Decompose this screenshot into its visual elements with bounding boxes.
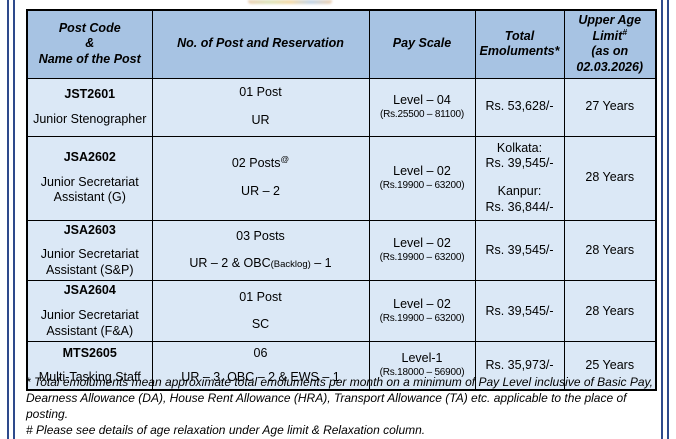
post-name: Junior Secretariat Assistant (S&P) — [40, 247, 139, 277]
vacancy-table-header: Post Code & Name of the Post No. of Post… — [26, 9, 657, 79]
cell-post-code: JSA2603 Junior Secretariat Assistant (S&… — [26, 219, 153, 282]
post-name: Junior Secretariat Assistant (F&A) — [40, 308, 139, 338]
post-code: JST2601 — [64, 86, 116, 101]
cell-posts-reservation: 03 Posts UR – 2 & OBC(Backlog) – 1 — [151, 219, 370, 282]
pay-level: Level – 04 — [393, 92, 451, 107]
posts-count: 06 — [253, 345, 268, 360]
cell-pay-scale: Level-1 (Rs.18000 – 56900) — [368, 341, 476, 391]
cell-posts-reservation: 06 UR – 3, OBC – 2 & EWS – 1 — [151, 341, 370, 391]
header-post-code-line1: Post Code — [58, 20, 121, 35]
emoluments-kolkata-value: Rs. 39,545/- — [485, 156, 554, 171]
cell-post-code: JST2601 Junior Stenographer — [26, 77, 153, 137]
reservation: UR — [251, 113, 270, 127]
cell-emoluments: Rs. 53,628/- — [474, 77, 565, 137]
footnote-posting-highlighted: @ Out of the 02 Posts, one incumbent may… — [26, 438, 656, 439]
reservation: UR – 2 & OBC(Backlog) – 1 — [189, 256, 332, 271]
asterisk-marker: * — [26, 375, 31, 389]
post-name: Junior Secretariat Assistant (G) — [40, 174, 139, 205]
pay-range: (Rs.25500 – 81100) — [379, 108, 465, 120]
cell-age-limit: 28 Years — [563, 135, 657, 221]
cell-age-limit: 28 Years — [563, 280, 657, 343]
cell-post-code: MTS2605 Multi-Tasking Staff — [26, 341, 153, 391]
footnotes: * Total emoluments mean approximate tota… — [26, 374, 656, 439]
pay-range: (Rs.19900 – 63200) — [379, 312, 465, 324]
page-border-right-inner — [661, 0, 663, 439]
pay-level: Level – 02 — [393, 163, 451, 178]
cell-age-limit: 28 Years — [563, 219, 657, 282]
page-border-right-outer — [667, 0, 669, 439]
pay-range: (Rs.18000 – 56900) — [379, 367, 465, 379]
at-superscript: @ — [280, 154, 290, 165]
emoluments-kanpur-value: Rs. 36,844/- — [485, 199, 554, 214]
cell-post-code: JSA2602 Junior Secretariat Assistant (G) — [26, 135, 153, 221]
pay-level: Level – 02 — [393, 297, 451, 312]
table-row-jsa2603: JSA2603 Junior Secretariat Assistant (S&… — [26, 219, 657, 282]
cell-pay-scale: Level – 04 (Rs.25500 – 81100) — [368, 77, 476, 137]
header-cell-posts-reservation: No. of Post and Reservation — [151, 9, 370, 79]
backlog-note: (Backlog) — [270, 259, 311, 271]
cell-emoluments: Rs. 39,545/- — [474, 280, 565, 343]
table-row-jsa2604: JSA2604 Junior Secretariat Assistant (F&… — [26, 280, 657, 343]
posts-count: 02 Posts@ — [231, 154, 290, 171]
post-code: JSA2602 — [63, 150, 116, 165]
pay-range: (Rs.19900 – 63200) — [379, 252, 465, 263]
emoluments-kolkata-label: Kolkata: — [496, 140, 543, 155]
at-marker: @ — [26, 437, 34, 439]
cell-age-limit: 27 Years — [563, 77, 657, 137]
header-cell-total-emoluments: Total Emoluments* — [474, 9, 565, 79]
reservation: SC — [251, 317, 270, 332]
cell-pay-scale: Level – 02 (Rs.19900 – 63200) — [368, 280, 476, 343]
header-age-line4: 02.03.2026) — [576, 59, 644, 74]
pay-range: (Rs.19900 – 63200) — [379, 179, 465, 191]
post-name: Junior Stenographer — [33, 111, 147, 126]
header-age-line1: Upper Age — [578, 13, 642, 27]
header-age-line3: (as on — [591, 44, 629, 59]
cell-age-limit: 25 Years — [563, 341, 657, 391]
hash-marker: # — [26, 423, 33, 437]
cell-pay-scale: Level – 02 (Rs.19900 – 63200) — [368, 135, 476, 221]
posts-count: 01 Post — [239, 289, 282, 304]
cropped-logo-image — [248, 0, 332, 4]
table-row-jst2601: JST2601 Junior Stenographer 01 Post UR L… — [26, 77, 657, 137]
header-cell-post-code: Post Code & Name of the Post — [26, 9, 153, 79]
cell-pay-scale: Level – 02 (Rs.19900 – 63200) — [368, 219, 476, 282]
post-code: MTS2605 — [62, 345, 117, 360]
footnote-age-relaxation: # Please see details of age relaxation u… — [26, 423, 426, 437]
table-row-jsa2602: JSA2602 Junior Secretariat Assistant (G)… — [26, 135, 657, 221]
post-name: Multi-Tasking Staff — [38, 369, 141, 384]
header-post-code-line2: & — [85, 36, 95, 51]
table-row-mts2605: MTS2605 Multi-Tasking Staff 06 UR – 3, O… — [26, 341, 657, 391]
header-cell-pay-scale: Pay Scale — [368, 9, 476, 79]
vacancy-table: Post Code & Name of the Post No. of Post… — [26, 9, 657, 391]
reservation: UR – 3, OBC – 2 & EWS – 1 — [181, 369, 340, 384]
pay-level: Level – 02 — [393, 236, 451, 251]
hash-superscript: # — [622, 26, 628, 37]
header-age-line2: Limit# — [592, 26, 628, 43]
post-code: JSA2603 — [63, 222, 116, 237]
page-border-left-inner — [13, 0, 15, 439]
cell-emoluments: Kolkata: Rs. 39,545/- Kanpur: Rs. 36,844… — [474, 135, 565, 221]
header-emoluments-line2: Emoluments* — [479, 44, 560, 59]
cell-posts-reservation: 02 Posts@ UR – 2 — [151, 135, 370, 221]
header-post-code-line3: Name of the Post — [38, 52, 141, 67]
cell-emoluments: Rs. 39,545/- — [474, 219, 565, 282]
header-emoluments-line1: Total — [504, 28, 535, 43]
posts-count: 03 Posts — [236, 228, 285, 243]
emoluments-kanpur-label: Kanpur: — [497, 184, 542, 198]
posts-count: 01 Post — [239, 85, 282, 100]
footnote-emoluments: * Total emoluments mean approximate tota… — [26, 375, 653, 421]
cell-post-code: JSA2604 Junior Secretariat Assistant (F&… — [26, 280, 153, 343]
cell-posts-reservation: 01 Post SC — [151, 280, 370, 343]
header-cell-upper-age-limit: Upper Age Limit# (as on 02.03.2026) — [563, 9, 657, 79]
post-code: JSA2604 — [63, 283, 116, 298]
cell-emoluments: Rs. 35,973/- — [474, 341, 565, 391]
reservation: UR – 2 — [241, 184, 280, 198]
page-border-left-outer — [7, 0, 9, 439]
cell-posts-reservation: 01 Post UR — [151, 77, 370, 137]
pay-level: Level-1 — [401, 351, 443, 366]
